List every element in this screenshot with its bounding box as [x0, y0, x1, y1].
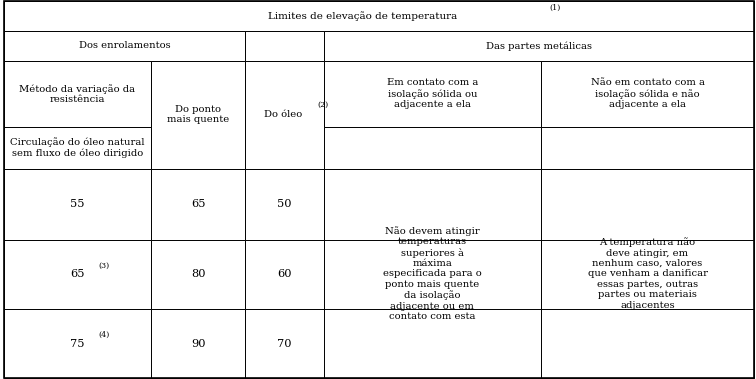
Bar	[4, 127, 151, 169]
Bar	[245, 240, 324, 309]
Bar	[541, 169, 754, 378]
Bar	[151, 309, 245, 378]
Bar	[324, 61, 541, 127]
Bar	[324, 31, 754, 61]
Bar	[4, 1, 754, 31]
Bar	[245, 61, 324, 169]
Bar	[541, 61, 754, 127]
Text: 60: 60	[277, 269, 292, 279]
Text: Não em contato com a
isolação sólida e não
adjacente a ela: Não em contato com a isolação sólida e n…	[590, 78, 705, 109]
Text: 80: 80	[191, 269, 206, 279]
Bar	[324, 127, 541, 169]
Bar	[4, 31, 245, 61]
Text: Do ponto
mais quente: Do ponto mais quente	[167, 105, 229, 124]
Text: 75: 75	[70, 338, 85, 349]
Bar	[151, 240, 245, 309]
Bar	[245, 31, 324, 61]
Bar	[151, 61, 245, 169]
Bar	[245, 169, 324, 240]
Bar	[151, 169, 245, 240]
Text: 50: 50	[277, 199, 292, 209]
Bar	[4, 61, 151, 127]
Text: Das partes metálicas: Das partes metálicas	[486, 41, 593, 51]
Bar	[4, 309, 151, 378]
Text: 65: 65	[70, 269, 85, 279]
Text: 55: 55	[70, 199, 85, 209]
Bar	[4, 169, 151, 240]
Text: 65: 65	[191, 199, 206, 209]
Bar	[4, 240, 151, 309]
Text: Não devem atingir
temperaturas
superiores à
máxima
especificada para o
ponto mai: Não devem atingir temperaturas superiore…	[383, 226, 482, 321]
Bar	[541, 127, 754, 169]
Text: (2): (2)	[318, 101, 328, 109]
Text: Dos enrolamentos: Dos enrolamentos	[79, 41, 170, 50]
Text: Do óleo: Do óleo	[264, 110, 305, 119]
Text: Método da variação da
resistência: Método da variação da resistência	[20, 84, 135, 104]
Bar	[245, 309, 324, 378]
Text: Em contato com a
isolação sólida ou
adjacente a ela: Em contato com a isolação sólida ou adja…	[387, 78, 478, 109]
Text: Limites de elevação de temperatura: Limites de elevação de temperatura	[268, 11, 460, 21]
Bar	[324, 169, 541, 378]
Text: 90: 90	[191, 338, 206, 349]
Text: (3): (3)	[98, 262, 110, 270]
Text: (1): (1)	[549, 3, 561, 12]
Text: A temperatura não
deve atingir, em
nenhum caso, valores
que venham a danificar
e: A temperatura não deve atingir, em nenhu…	[587, 237, 708, 310]
Text: Circulação do óleo natural
sem fluxo de óleo dirigido: Circulação do óleo natural sem fluxo de …	[11, 138, 144, 158]
Text: (4): (4)	[98, 331, 110, 339]
Text: 70: 70	[277, 338, 292, 349]
